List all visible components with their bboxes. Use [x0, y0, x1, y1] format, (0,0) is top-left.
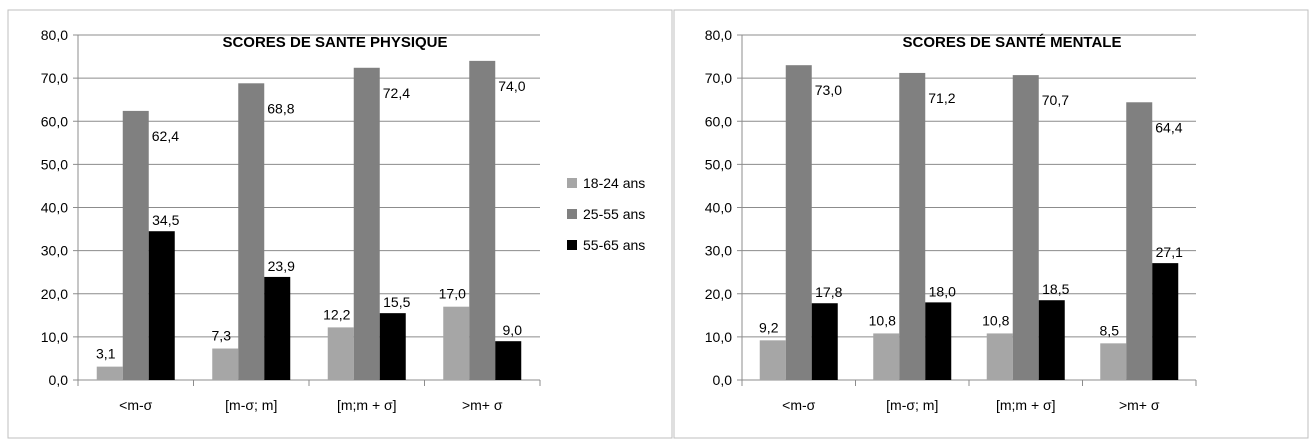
legend-label: 25-55 ans	[583, 206, 645, 222]
data-label: 34,5	[152, 212, 179, 228]
bar	[899, 72, 926, 380]
y-tick-label: 40,0	[705, 200, 732, 216]
x-tick-label: >m+ σ	[1119, 397, 1160, 413]
y-tick-label: 80,0	[705, 27, 732, 43]
data-label: 10,8	[982, 312, 1009, 328]
bar	[469, 60, 496, 380]
data-label: 64,4	[1155, 119, 1182, 135]
y-tick-label: 80,0	[41, 27, 68, 43]
y-tick-label: 10,0	[41, 329, 68, 345]
bar	[353, 67, 380, 381]
data-label: 74,0	[498, 78, 525, 94]
y-tick-label: 20,0	[705, 286, 732, 302]
y-tick-label: 20,0	[41, 286, 68, 302]
x-tick-label: [m;m + σ]	[996, 397, 1056, 413]
data-label: 68,8	[267, 100, 294, 116]
bar	[1012, 75, 1039, 380]
bar	[122, 110, 149, 381]
x-tick-label: <m-σ	[119, 397, 153, 413]
y-tick-label: 30,0	[41, 243, 68, 259]
y-tick-label: 10,0	[705, 329, 732, 345]
bar	[238, 83, 265, 381]
bar	[264, 276, 291, 380]
y-tick-label: 40,0	[41, 200, 68, 216]
data-label: 17,0	[439, 286, 466, 302]
y-tick-label: 50,0	[705, 156, 732, 172]
y-tick-label: 30,0	[705, 243, 732, 259]
data-label: 3,1	[96, 346, 116, 362]
chart-mentale: 0,0 10,0 20,0 30,0 40,0 50,0 60,0 70,0 80,0 <m-σ […	[705, 27, 1197, 413]
data-label: 23,9	[268, 258, 295, 274]
chart-physique: 0,0 10,0 20,0 30,0 40,0 50,0 60,0 70,0 80,0 <m-σ […	[41, 27, 646, 413]
bar	[785, 65, 812, 380]
data-label: 9,2	[759, 319, 779, 335]
bar	[811, 303, 838, 380]
data-label: 73,0	[815, 82, 842, 98]
data-label: 27,1	[1156, 244, 1183, 260]
data-label: 18,0	[929, 283, 956, 299]
data-label: 71,2	[928, 90, 955, 106]
data-label: 8,5	[1100, 322, 1120, 338]
data-label: 10,8	[869, 312, 896, 328]
bar	[379, 313, 406, 380]
data-label: 70,7	[1042, 92, 1069, 108]
legend-label: 18-24 ans	[583, 175, 645, 191]
bar	[1100, 343, 1127, 380]
legend-swatch	[567, 178, 577, 188]
y-tick-label: 50,0	[41, 156, 68, 172]
legend-label: 55-65 ans	[583, 237, 645, 253]
bar	[759, 340, 786, 380]
data-label: 9,0	[503, 322, 523, 338]
bar	[1038, 300, 1065, 380]
bar	[96, 366, 123, 380]
chart-title: SCORES DE SANTE PHYSIQUE	[222, 34, 447, 51]
x-tick-label: [m-σ; m]	[886, 397, 938, 413]
data-label: 62,4	[152, 128, 179, 144]
bar	[148, 231, 175, 380]
x-tick-label: >m+ σ	[462, 397, 503, 413]
bar	[873, 333, 900, 380]
y-tick-label: 70,0	[41, 70, 68, 86]
bar	[495, 341, 522, 380]
x-tick-label: [m-σ; m]	[225, 397, 277, 413]
x-tick-label: <m-σ	[782, 397, 816, 413]
y-tick-label: 0,0	[49, 372, 69, 388]
data-label: 17,8	[815, 284, 842, 300]
y-tick-label: 70,0	[705, 70, 732, 86]
y-tick-label: 60,0	[705, 113, 732, 129]
y-tick-label: 0,0	[713, 372, 733, 388]
bar	[327, 327, 354, 380]
bar	[1126, 102, 1153, 381]
data-label: 18,5	[1042, 281, 1069, 297]
data-label: 72,4	[383, 85, 410, 101]
data-label: 7,3	[212, 328, 232, 344]
bar	[443, 306, 470, 380]
legend-swatch	[567, 240, 577, 250]
bar	[925, 302, 952, 380]
data-label: 15,5	[383, 294, 410, 310]
y-tick-label: 60,0	[41, 113, 68, 129]
bar	[986, 333, 1013, 380]
x-tick-label: [m;m + σ]	[337, 397, 397, 413]
bar	[212, 348, 239, 380]
legend-swatch	[567, 209, 577, 219]
chart-title: SCORES DE SANTÉ MENTALE	[903, 34, 1122, 51]
bar	[1152, 263, 1179, 380]
data-label: 12,2	[323, 306, 350, 322]
